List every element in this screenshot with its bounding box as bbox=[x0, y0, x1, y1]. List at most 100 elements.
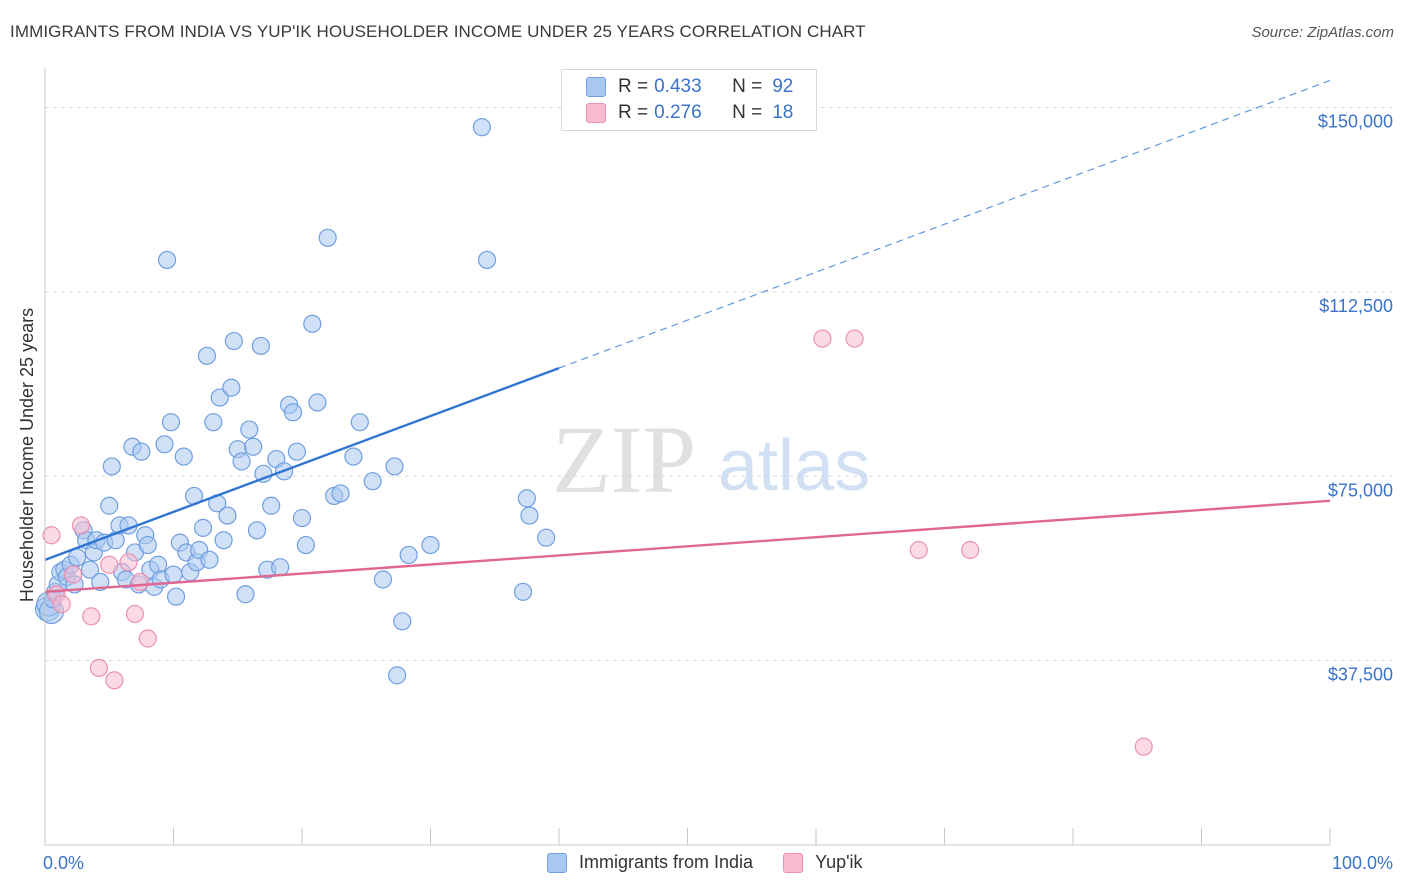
yupik-point bbox=[82, 607, 101, 626]
legend-n-value: 18 bbox=[772, 102, 794, 123]
yupik-point bbox=[845, 329, 864, 348]
india-point bbox=[161, 413, 181, 432]
legend-r-label: R = bbox=[618, 76, 649, 97]
india-point bbox=[155, 435, 174, 454]
yupik-point bbox=[71, 516, 91, 535]
yupik-point bbox=[64, 565, 83, 584]
india-point bbox=[251, 336, 270, 356]
india-point bbox=[283, 403, 303, 422]
india-point bbox=[244, 437, 263, 456]
india-point bbox=[157, 250, 177, 270]
x-tick-label-min: 0.0% bbox=[43, 853, 84, 873]
india-point bbox=[537, 528, 556, 547]
legend-swatch-yupik bbox=[586, 103, 606, 123]
legend-r-label: R = bbox=[618, 102, 649, 123]
legend-n-value: 92 bbox=[772, 76, 794, 97]
watermark: ZIP atlas bbox=[552, 406, 870, 513]
legend-row-india: R = 0.433 N = 92 bbox=[586, 75, 793, 99]
india-point bbox=[68, 548, 87, 567]
legend-swatch-india bbox=[586, 77, 606, 97]
india-point bbox=[387, 666, 407, 685]
india-point bbox=[91, 572, 110, 592]
series-legend-item-yupik[interactable]: Yup'ik bbox=[783, 852, 863, 873]
india-point bbox=[148, 555, 168, 574]
chart-title: IMMIGRANTS FROM INDIA VS YUP'IK HOUSEHOL… bbox=[10, 22, 866, 41]
india-point bbox=[517, 489, 536, 508]
y-tick-label: $75,000 bbox=[1328, 480, 1393, 500]
india-point bbox=[232, 452, 251, 471]
watermark-atlas: atlas bbox=[718, 426, 870, 506]
yupik-point bbox=[42, 526, 61, 545]
india-point bbox=[204, 413, 223, 432]
india-point bbox=[222, 378, 241, 397]
yupik-point bbox=[813, 329, 832, 348]
series-legend: Immigrants from India Yup'ik bbox=[547, 852, 893, 873]
india-point bbox=[472, 118, 491, 137]
correlation-legend: R = 0.433 N = 92 R = 0.276 N = 18 bbox=[561, 69, 817, 131]
india-point bbox=[236, 585, 255, 604]
yupik-point bbox=[130, 572, 150, 592]
yupik-point bbox=[125, 604, 145, 624]
india-point bbox=[399, 545, 418, 565]
india-point bbox=[308, 393, 327, 412]
india-point bbox=[393, 612, 412, 631]
india-point bbox=[421, 535, 440, 555]
watermark-zip: ZIP bbox=[552, 406, 696, 513]
india-point bbox=[287, 442, 306, 461]
india-trend-extension bbox=[558, 79, 1331, 369]
legend-r-value: 0.433 bbox=[654, 76, 702, 97]
legend-n-label: N = bbox=[732, 102, 763, 123]
india-point bbox=[350, 413, 369, 432]
india-point bbox=[303, 314, 322, 333]
y-tick-label: $150,000 bbox=[1318, 112, 1393, 132]
india-point bbox=[138, 535, 157, 555]
india-point bbox=[164, 565, 183, 584]
legend-row-yupik: R = 0.276 N = 18 bbox=[586, 101, 793, 125]
yupik-point bbox=[909, 540, 928, 560]
india-point bbox=[373, 570, 393, 589]
yupik-trend-line bbox=[44, 499, 1331, 593]
legend-n-label: N = bbox=[732, 76, 763, 97]
india-point bbox=[80, 560, 100, 579]
india-point bbox=[247, 521, 267, 540]
india-point bbox=[197, 346, 217, 365]
series-label-india: Immigrants from India bbox=[579, 852, 754, 872]
india-point bbox=[100, 496, 119, 515]
india-point bbox=[193, 518, 213, 537]
yupik-point bbox=[105, 671, 124, 690]
india-point bbox=[331, 484, 350, 503]
india-point bbox=[363, 472, 382, 491]
india-point bbox=[344, 447, 363, 466]
india-point bbox=[174, 447, 193, 466]
yupik-point bbox=[52, 594, 71, 614]
india-point bbox=[477, 250, 497, 270]
india-point bbox=[218, 506, 237, 525]
india-point bbox=[214, 531, 233, 550]
india-point bbox=[520, 506, 539, 525]
yupik-point bbox=[1134, 737, 1153, 756]
series-label-yupik: Yup'ik bbox=[815, 852, 863, 872]
india-point bbox=[240, 420, 259, 439]
india-point bbox=[132, 442, 151, 461]
india-point bbox=[271, 558, 290, 577]
india-point bbox=[385, 457, 404, 476]
india-point bbox=[262, 496, 281, 515]
yupik-point bbox=[138, 629, 157, 648]
india-point bbox=[102, 457, 121, 476]
source-label: Source: ZipAtlas.com bbox=[1251, 24, 1394, 41]
india-point bbox=[224, 331, 243, 351]
india-trend-line bbox=[44, 366, 560, 561]
india-point bbox=[166, 587, 186, 606]
x-tick-label-max: 100.0% bbox=[1332, 853, 1393, 873]
series-swatch-yupik bbox=[783, 852, 804, 873]
series-legend-item-india[interactable]: Immigrants from India bbox=[547, 852, 753, 873]
y-tick-label: $37,500 bbox=[1328, 665, 1393, 685]
series-swatch-india bbox=[547, 852, 567, 873]
india-point bbox=[513, 582, 533, 601]
y-tick-label: $112,500 bbox=[1319, 296, 1393, 316]
yupik-point bbox=[119, 553, 138, 572]
yupik-point bbox=[100, 555, 119, 574]
yupik-point bbox=[961, 540, 980, 560]
legend-r-value: 0.276 bbox=[654, 102, 702, 123]
